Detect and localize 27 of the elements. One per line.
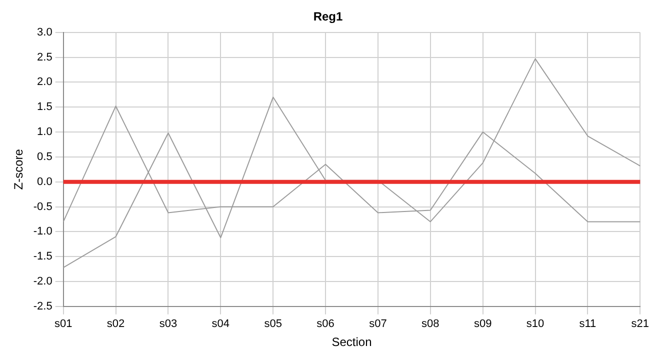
x-tick-label: s21 xyxy=(631,318,650,330)
x-axis-title: Section xyxy=(332,335,372,350)
x-tick-label: s04 xyxy=(212,318,230,330)
y-tick-label: 1.5 xyxy=(37,101,52,114)
x-tick-label: s06 xyxy=(316,318,334,330)
y-tick-label: 2.0 xyxy=(37,76,52,88)
x-tick-label: s05 xyxy=(264,318,282,330)
x-tick-label: s10 xyxy=(526,318,544,330)
y-tick-label: -1.0 xyxy=(33,226,52,238)
y-tick-label: 0.5 xyxy=(37,150,52,163)
y-tick-label: -2.5 xyxy=(33,300,52,312)
x-tick-label: s02 xyxy=(106,318,125,330)
y-tick-label: 1.0 xyxy=(37,126,52,138)
y-tick-label: -0.5 xyxy=(33,200,52,213)
y-tick-label: -2.0 xyxy=(33,276,52,288)
y-tick-label: 3.0 xyxy=(37,26,52,38)
x-tick-label: s08 xyxy=(422,318,440,330)
x-tick-label: s07 xyxy=(369,318,387,330)
x-tick-label: s09 xyxy=(474,318,492,330)
y-tick-label: 0.0 xyxy=(37,176,52,188)
x-tick-label: s03 xyxy=(159,318,178,330)
y-tick-label: 2.5 xyxy=(37,51,52,64)
x-tick-label: s01 xyxy=(54,318,72,330)
chart-title: Reg1 xyxy=(313,10,343,24)
y-tick-label: -1.5 xyxy=(33,250,52,263)
y-axis-title: Z-score xyxy=(12,148,26,190)
x-tick-label: s11 xyxy=(579,318,596,330)
